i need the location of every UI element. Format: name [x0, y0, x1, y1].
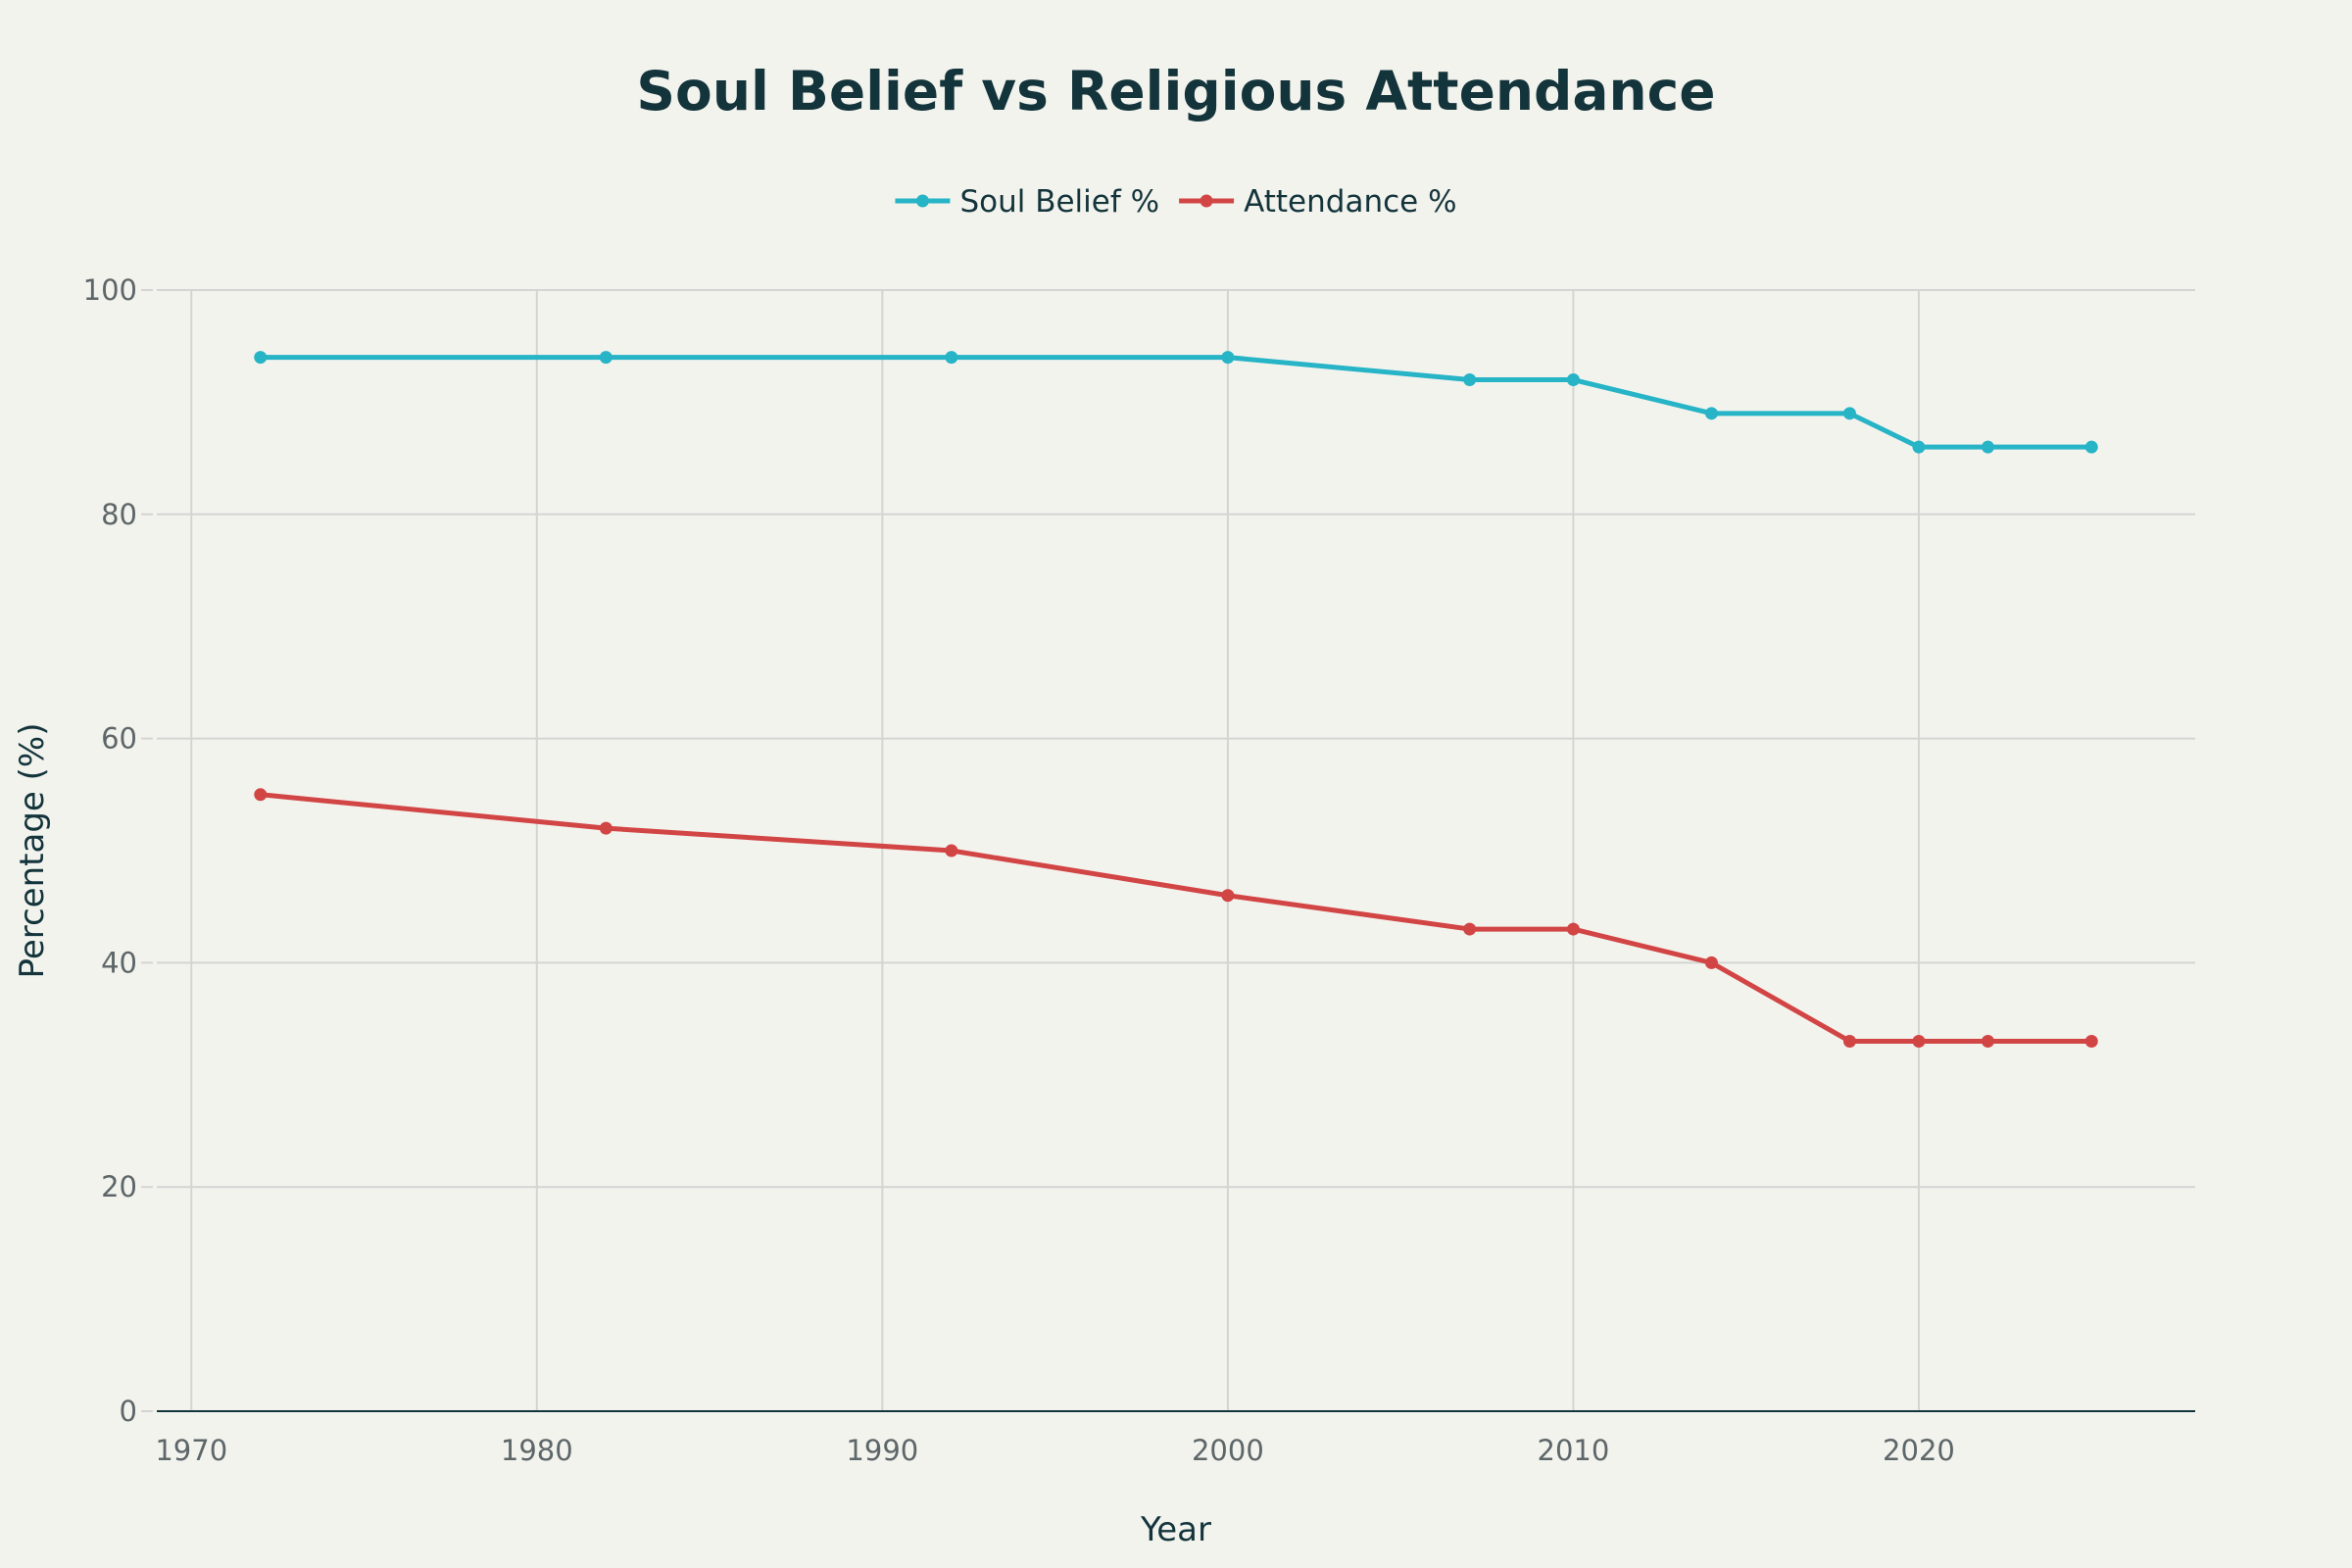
data-point-soul-belief-2018: [1842, 407, 1856, 420]
x-tick-label-2020: 2020: [1883, 1434, 1955, 1467]
data-point-attendance-1972: [254, 788, 268, 802]
data-point-soul-belief-2007: [1463, 373, 1477, 387]
data-point-attendance-2000: [1221, 889, 1235, 903]
data-point-attendance-2014: [1704, 956, 1718, 969]
x-tick-label-2010: 2010: [1538, 1434, 1610, 1467]
data-point-attendance-2022: [1981, 1034, 1994, 1048]
axes: 1970 1980 1990 2000 2010 2020 0 20 40 60 80 100: [83, 273, 2195, 1467]
data-point-soul-belief-1982: [599, 351, 612, 365]
legend: Soul Belief % Attendance %: [895, 184, 1457, 220]
y-tick-label-20: 20: [101, 1170, 137, 1203]
data-point-soul-belief-2025: [2084, 440, 2098, 454]
data-point-soul-belief-2014: [1704, 407, 1718, 420]
y-tick-label-40: 40: [101, 946, 137, 979]
y-axis-title: Percentage (%): [13, 723, 52, 979]
data-point-attendance-2010: [1566, 922, 1580, 936]
data-point-attendance-2025: [2084, 1034, 2098, 1048]
data-point-soul-belief-2000: [1221, 351, 1235, 365]
y-tick-label-0: 0: [120, 1395, 137, 1428]
legend-label: Attendance %: [1244, 184, 1456, 220]
legend-swatch-marker: [1200, 194, 1213, 208]
x-tick-label-1980: 1980: [501, 1434, 573, 1467]
series-group: [254, 351, 2098, 1048]
grid-lines: [157, 289, 2195, 1411]
legend-swatch-marker: [915, 194, 929, 208]
chart-title: Soul Belief vs Religious Attendance: [636, 60, 1715, 122]
data-point-attendance-2007: [1463, 922, 1477, 936]
data-point-attendance-1992: [945, 844, 958, 858]
y-tick-label-100: 100: [83, 273, 137, 307]
y-tick-label-80: 80: [101, 498, 137, 531]
data-point-soul-belief-1972: [254, 351, 268, 365]
legend-item-attendance[interactable]: Attendance %: [1179, 184, 1457, 220]
data-point-attendance-2018: [1842, 1034, 1856, 1048]
data-point-soul-belief-2022: [1981, 440, 1994, 454]
x-tick-label-1970: 1970: [155, 1434, 227, 1467]
x-axis-title: Year: [1140, 1510, 1211, 1549]
data-point-attendance-2020: [1912, 1034, 1926, 1048]
y-tick-label-60: 60: [101, 722, 137, 756]
x-tick-label-2000: 2000: [1192, 1434, 1264, 1467]
legend-label: Soul Belief %: [959, 184, 1159, 220]
x-tick-label-1990: 1990: [846, 1434, 918, 1467]
data-point-soul-belief-2020: [1912, 440, 1926, 454]
data-point-soul-belief-2010: [1566, 373, 1580, 387]
legend-item-soul-belief[interactable]: Soul Belief %: [895, 184, 1159, 220]
data-point-attendance-1982: [599, 821, 612, 835]
data-point-soul-belief-1992: [945, 351, 958, 365]
